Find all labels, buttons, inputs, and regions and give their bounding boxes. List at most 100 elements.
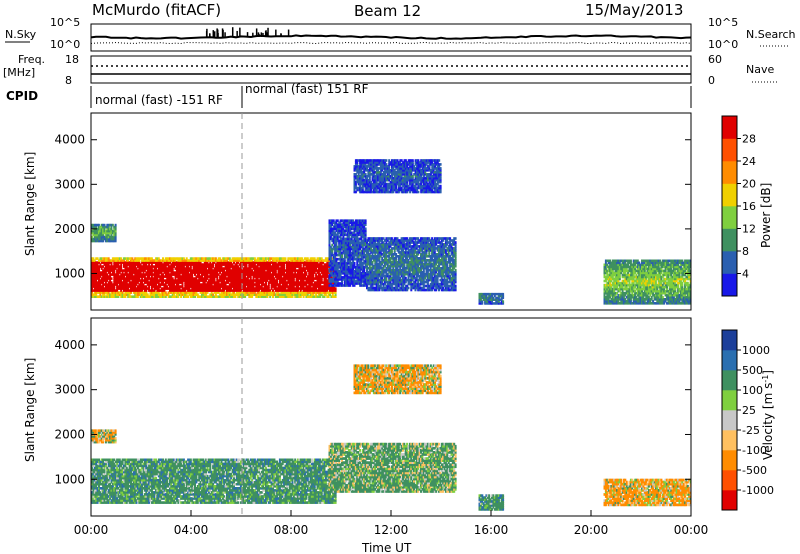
range-cell (357, 245, 360, 249)
range-cell (346, 225, 349, 228)
range-cell (353, 241, 356, 245)
range-cell (188, 277, 191, 280)
range-cell (260, 267, 263, 270)
range-cell (397, 270, 400, 274)
range-cell (360, 266, 363, 269)
range-cell (312, 257, 315, 260)
range-cell (148, 277, 151, 280)
range-cell (162, 275, 164, 278)
range-cell (375, 251, 378, 254)
range-cell (155, 271, 157, 274)
range-cell (260, 271, 263, 274)
range-cell (98, 291, 100, 294)
range-cell (364, 280, 367, 283)
range-cell (95, 271, 98, 274)
range-cell (297, 277, 299, 280)
range-cell (203, 271, 206, 274)
range-cell (114, 275, 117, 278)
range-cell (221, 259, 224, 262)
range-cell (295, 287, 298, 290)
range-cell (367, 270, 370, 274)
range-cell (287, 293, 290, 296)
range-cell (224, 287, 227, 290)
range-cell (230, 289, 233, 292)
range-cell (346, 249, 349, 253)
range-cell (171, 263, 174, 266)
range-cell (253, 263, 256, 266)
range-cell (182, 257, 185, 260)
range-cell (309, 267, 312, 270)
range-cell (157, 281, 160, 284)
range-cell (96, 277, 99, 280)
range-cell (399, 272, 402, 276)
range-cell (170, 271, 173, 274)
range-cell (399, 243, 402, 246)
range-cell (265, 273, 267, 276)
range-cell (245, 261, 248, 264)
range-cell (224, 267, 227, 270)
range-cell (213, 261, 216, 264)
range-cell (258, 283, 260, 286)
range-cell (347, 251, 350, 255)
range-cell (329, 247, 332, 251)
range-cell (290, 289, 293, 292)
range-cell (339, 221, 342, 224)
range-cell (328, 263, 331, 267)
range-cell (399, 239, 402, 242)
range-cell (364, 253, 367, 257)
range-cell (334, 289, 337, 292)
range-cell (290, 281, 293, 284)
range-cell (399, 247, 402, 250)
range-cell (239, 291, 242, 294)
range-cell (134, 293, 137, 296)
range-cell (298, 275, 301, 278)
range-cell (424, 262, 427, 266)
range-cell (410, 286, 413, 290)
range-cell (276, 265, 279, 268)
range-cell (170, 287, 173, 290)
range-cell (139, 293, 142, 296)
range-cell (302, 295, 305, 298)
range-cell (341, 261, 343, 265)
range-cell (349, 241, 352, 245)
range-cell (214, 283, 217, 286)
range-cell (207, 281, 210, 284)
range-cell (123, 281, 125, 284)
range-cell (353, 247, 356, 251)
range-cell (127, 263, 130, 266)
range-cell (98, 279, 100, 282)
range-cell (207, 279, 210, 282)
range-cell (220, 279, 223, 282)
range-cell (156, 269, 159, 272)
range-cell (260, 277, 263, 280)
range-cell (95, 293, 98, 296)
range-cell (223, 259, 226, 262)
range-cell (238, 295, 241, 298)
range-cell (230, 271, 233, 274)
range-cell (212, 269, 215, 272)
range-cell (366, 239, 368, 242)
range-cell (371, 262, 374, 266)
range-cell (228, 287, 231, 290)
range-cell (178, 267, 181, 270)
range-cell (162, 291, 164, 294)
range-cell (359, 284, 362, 287)
range-cell (339, 227, 342, 231)
range-cell (228, 285, 231, 288)
range-cell (347, 219, 350, 222)
range-cell (414, 288, 417, 292)
range-cell (389, 264, 392, 268)
range-cell (102, 269, 105, 272)
range-cell (242, 281, 245, 284)
range-cell (363, 272, 366, 275)
range-cell (312, 293, 315, 296)
range-cell (290, 271, 293, 274)
range-cell (281, 291, 284, 294)
range-cell (329, 257, 332, 261)
range-cell (346, 231, 349, 235)
range-cell (349, 257, 352, 261)
range-cell (285, 295, 288, 298)
range-cell (173, 261, 176, 264)
range-cell (352, 251, 355, 255)
range-cell (357, 257, 360, 261)
